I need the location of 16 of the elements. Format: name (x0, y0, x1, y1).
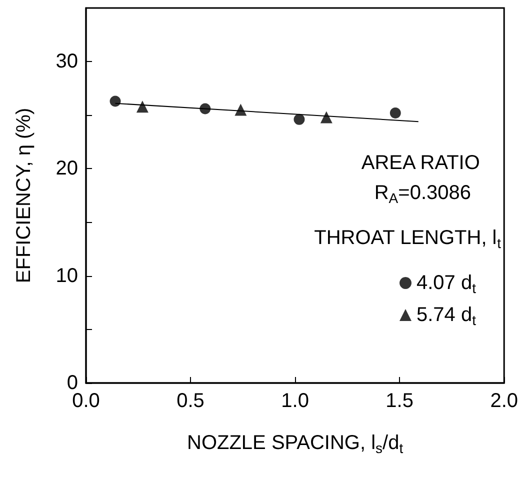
point (294, 114, 305, 125)
y-tick-label: 20 (56, 158, 78, 180)
point (320, 111, 332, 124)
y-tick-label: 30 (56, 50, 78, 73)
point (200, 103, 211, 114)
point (390, 108, 401, 118)
y-tick-label: 10 (56, 264, 78, 287)
y-axis-title: EFFICIENCY, η (%) (13, 108, 35, 284)
point (234, 104, 247, 116)
point (110, 96, 121, 107)
annotation: AREA RATIO (361, 152, 480, 174)
x-tick-label: 2.0 (490, 390, 518, 412)
x-tick-label: 1.5 (386, 390, 414, 412)
point (136, 100, 148, 113)
x-tick-label: 1.0 (281, 390, 309, 412)
x-tick-label: 0.5 (176, 390, 204, 412)
